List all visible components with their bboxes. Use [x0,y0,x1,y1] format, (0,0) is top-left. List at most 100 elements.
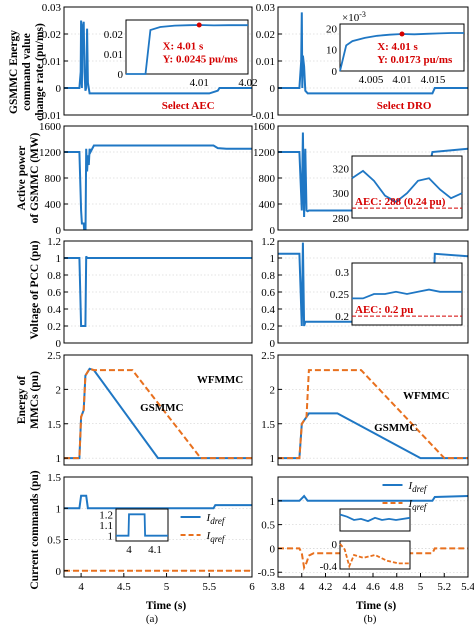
series-line-WFMMC [278,369,468,460]
ytick-label: 1600 [39,121,62,133]
panel-r5-b: 1 0.5 0 -0.5 3.8 4 4.2 4.4 4.6 4.8 5 5.2 5.4 Idref Iqr… [258,476,474,593]
inset2-r5-b: 0 -0.4 [320,539,411,573]
xtick-label: 5.2 [437,581,451,593]
inset-r5-b-frame [339,508,411,532]
xtick-label: 5.4 [461,581,474,593]
inset-r1-b-ytick-label: 20 [326,23,338,35]
ytick-label: 0 [270,338,276,350]
axes-frame [63,354,253,466]
svg-text:Energy ofMMCs (pu): Energy ofMMCs (pu) [16,371,41,429]
annotation: Select AEC [162,100,215,112]
inset-r1-b-xtick-label: 4.005 [359,74,384,86]
ytick-label: -0.5 [258,567,276,579]
inset-r1-a-xtick-label: 4.02 [238,77,257,89]
svg-text:Active powerof GSMMC (MW): Active powerof GSMMC (MW) [16,132,41,223]
inset-r5-a-ytick-label: 1 [108,531,114,543]
legend-label-I_dref: Idref [206,512,226,526]
ytick-label: -0.01 [252,110,275,122]
ytick-label: 0.01 [256,56,275,68]
inset-r5-a-ytick-label: 1.2 [99,509,113,521]
ylabel-1: GSMMC Energycommand valuechange rate (pu… [8,23,46,121]
series-line-I_dref [64,494,252,510]
xtick-label: 5 [164,581,170,593]
xtick-label: 4.4 [342,581,356,593]
legend-subscript: dref [210,516,226,526]
inset-r3-b-reference-label: AEC: 0.2 pu [355,304,413,316]
inset-r1-a-datatip-marker [196,22,202,28]
series-line-1 [64,144,252,230]
ytick-label: 0 [56,338,62,350]
series-label-wfmmc: WFMMC [403,390,449,402]
inset-r1-a-line [126,24,248,75]
panel-r4-b: 2.5 2 1.5 1 GSMMC WFMMC [261,350,469,466]
col-label-b: (b) [364,613,377,625]
ytick-label: 1 [56,503,62,515]
ytick-label: 1 [56,453,62,465]
inset-r1-b-exponent-power: -3 [359,10,366,19]
inset-r5-a-xtick-label: 4.1 [148,544,162,556]
xtick-label: 4 [299,581,305,593]
inset-r1-a-datatip-y: Y: 0.0245 pu/ms [163,54,239,66]
legend-label-I_qref: Iqref [408,498,428,512]
xtick-label: 4.6 [366,581,380,593]
legend-subscript: qref [210,534,226,544]
inset-r2-b-ytick-label: 320 [333,163,350,175]
ytick-label: 2 [56,384,62,396]
panel-r1-b: 0.03 0.02 0.01 0 -0.01 Select DRO 0 10 20 4.005 4.… [252,2,469,122]
ytick-label: 0.2 [261,321,275,333]
ytick-label: 0.5 [261,520,275,532]
panel-r3-a: 1.2 1 0.8 0.6 0.4 0.2 0 [47,236,253,350]
ytick-label: 2 [270,384,276,396]
inset-r1-a-ytick-label: 0.01 [104,49,123,61]
ytick-label: -0.01 [38,110,61,122]
xtick-label: 5.5 [202,581,216,593]
inset-r3-b-ytick-label: 0.25 [330,289,350,301]
col-label-a: (a) [146,613,159,625]
ylabel-4-line-2: MMCs (pu) [29,371,41,429]
inset-r1-a-ytick-label: 0 [118,69,124,81]
series-line-1 [278,12,468,95]
xtick-label: 4 [78,581,84,593]
ytick-label: 1200 [253,147,276,159]
ytick-label: 0.5 [47,535,61,547]
inset-r2-b-line [351,169,463,203]
ylabel-1-line-2: command value [21,33,33,111]
xtick-label: 3.8 [271,581,285,593]
axes-frame [277,354,469,466]
panel-r3-b: 1.2 1 0.8 0.6 0.4 0.2 0 AEC: 0.2 pu 0.3 0.25 0.2 [261,236,469,350]
inset-r5-a-line [116,513,168,537]
series-line-I_qref [278,547,468,571]
inset-r1-b-ytick-label: 0 [332,66,338,78]
ytick-label: 1600 [253,121,276,133]
ytick-label: 1.5 [261,419,275,431]
ytick-label: 0.03 [256,2,276,14]
ytick-label: 1 [270,253,276,265]
panel-r2-b: 1600 1200 800 400 0 AEC: 288 (0.24 pu) 320 300 2… [253,121,469,237]
ylabel-2-line-1: Active power [16,146,28,211]
axes-frame [63,476,253,578]
inset-r2-b-reference-label: AEC: 288 (0.24 pu) [355,196,446,208]
ytick-label: 1 [270,453,276,465]
annotation: Select DRO [377,100,432,112]
xtick-label: 4.5 [117,581,131,593]
ytick-label: 1 [270,496,276,508]
ytick-label: 400 [259,199,276,211]
ytick-label: 0.8 [261,270,275,282]
inset2-r5-b-ytick-label: -0.4 [320,561,338,573]
ytick-label: 1.2 [47,236,61,248]
svg-text:GSMMC Energycommand valuechang: GSMMC Energycommand valuechange rate (pu… [8,23,46,121]
panels: 0.03 0.02 0.01 0 -0.01 Select AEC 0 0.01 0.02 4.0… [38,2,474,593]
xlabel-b: Time (s) [356,600,397,612]
ylabel-3: Voltage of PCC (pu) [29,240,41,339]
series-label-gsmmc: GSMMC [374,422,417,434]
ytick-label: 1200 [39,147,62,159]
series-line-I_dref [278,494,468,502]
ylabel-1-line-1: GSMMC Energy [8,30,20,114]
panel-r4-a: 2.5 2 1.5 1 GSMMC WFMMC [47,350,253,466]
ytick-label: 2.5 [47,350,61,362]
ytick-label: 0 [56,83,62,95]
ytick-label: 0.8 [47,270,61,282]
ytick-label: 1.5 [47,419,61,431]
